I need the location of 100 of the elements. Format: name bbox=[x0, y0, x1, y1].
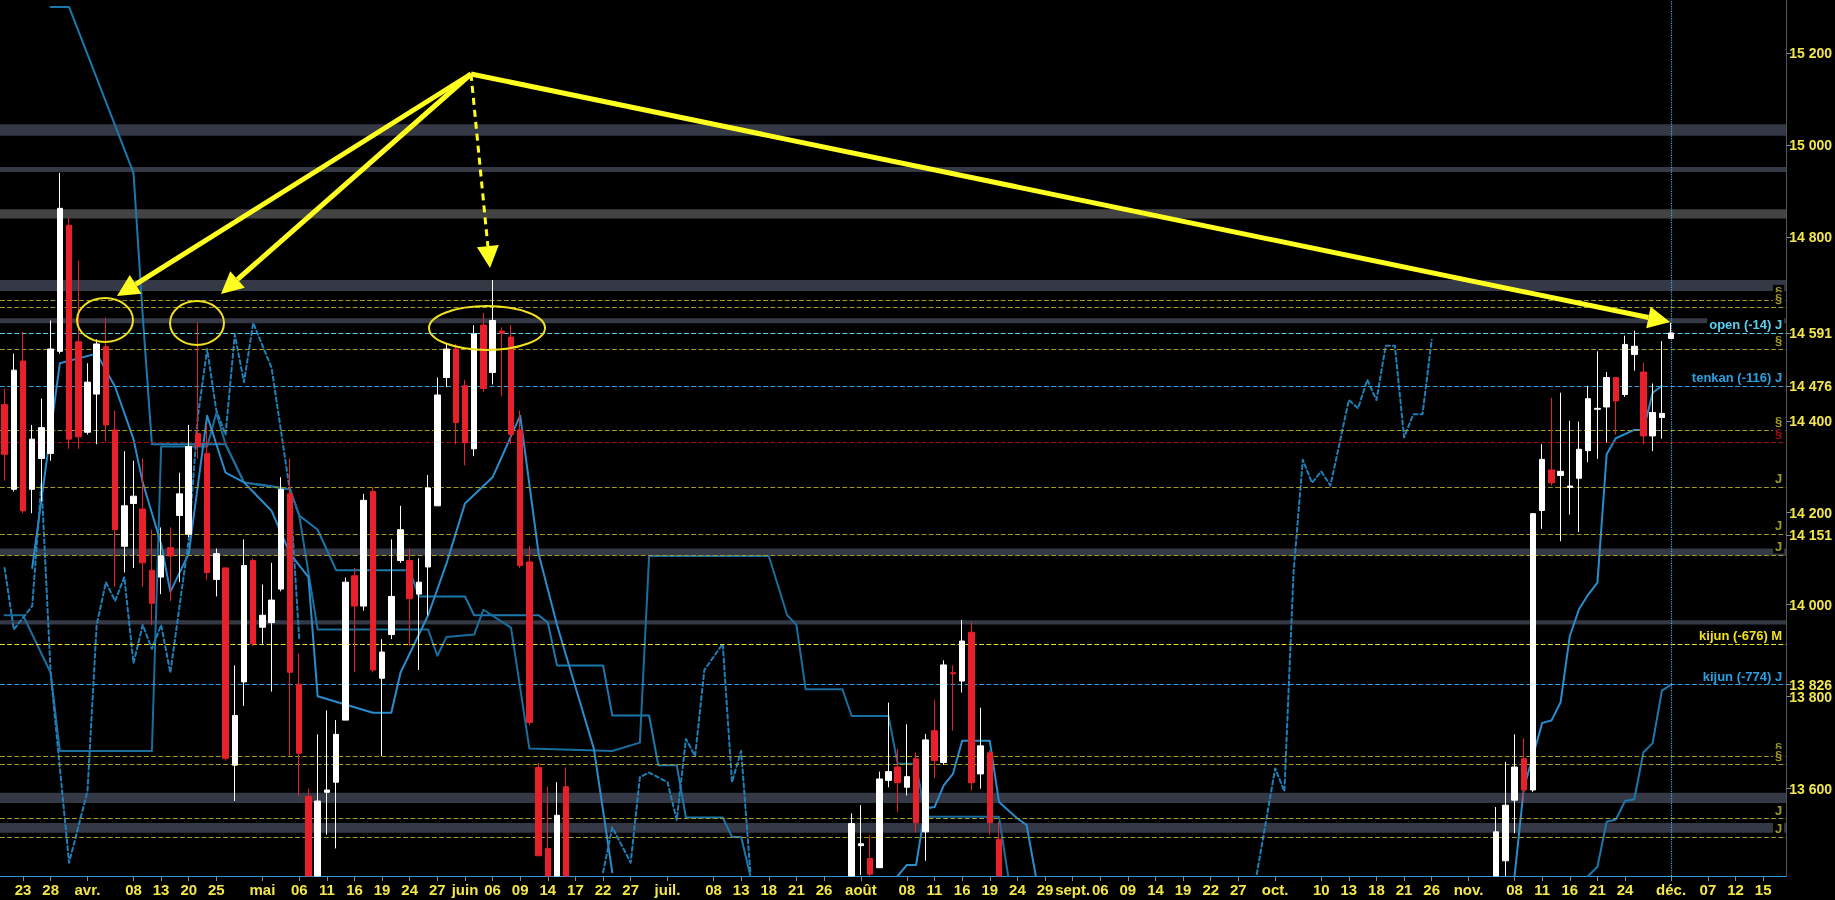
candlestick bbox=[130, 460, 137, 569]
candlestick bbox=[250, 557, 256, 647]
candlestick bbox=[453, 343, 459, 445]
line-series bbox=[31, 352, 614, 874]
candlestick bbox=[1585, 385, 1591, 463]
candlestick bbox=[996, 821, 1002, 877]
candlestick bbox=[38, 398, 45, 502]
candlestick bbox=[232, 664, 238, 802]
candlestick bbox=[987, 749, 993, 836]
x-tick-label: 21 bbox=[1395, 881, 1413, 898]
candlestick bbox=[1649, 383, 1656, 452]
candlestick bbox=[1668, 322, 1674, 340]
x-tick-label: 09 bbox=[511, 881, 529, 898]
x-tick-label: 13 bbox=[732, 881, 750, 898]
x-tick-label: 27 bbox=[1230, 881, 1247, 898]
ref-line-label: open (-14) J bbox=[1709, 316, 1783, 332]
line-series bbox=[3, 411, 1010, 877]
x-tick-label: 18 bbox=[760, 881, 778, 898]
line-series bbox=[1513, 384, 1663, 877]
x-tick-label: 28 bbox=[42, 881, 59, 898]
x-tick-label: 15 bbox=[1754, 881, 1772, 898]
ref-line-label: tenkan (-116) J bbox=[1691, 369, 1783, 385]
candlestick bbox=[259, 583, 266, 645]
candlestick bbox=[462, 379, 468, 466]
y-tick-label: 14 151 bbox=[1789, 527, 1833, 544]
y-tick-label: 14 476 bbox=[1789, 377, 1833, 394]
line-series bbox=[3, 321, 301, 864]
candlestick bbox=[1659, 340, 1665, 440]
x-tick-label: 19 bbox=[373, 881, 391, 898]
candlestick bbox=[1576, 421, 1582, 533]
candlestick bbox=[324, 709, 330, 836]
x-tick-label: 29 bbox=[1036, 881, 1054, 898]
candlestick bbox=[241, 538, 247, 707]
candlestick bbox=[1603, 371, 1610, 443]
x-tick-label: 26 bbox=[815, 881, 833, 898]
x-tick-label: 19 bbox=[1174, 881, 1192, 898]
ref-line-label: § bbox=[1774, 413, 1783, 429]
candlestick bbox=[268, 562, 275, 693]
candlestick bbox=[858, 804, 864, 876]
candlestick bbox=[11, 353, 17, 493]
x-tick-label: 11 bbox=[1534, 881, 1551, 898]
x-tick-label: 09 bbox=[1119, 881, 1137, 898]
y-tick-label: 14 000 bbox=[1789, 596, 1833, 613]
candlestick bbox=[121, 450, 128, 573]
candlestick bbox=[204, 424, 210, 581]
candlestick bbox=[287, 457, 293, 757]
candlestick bbox=[1539, 443, 1545, 530]
y-tick-label: 15 000 bbox=[1789, 136, 1833, 153]
ref-line-label: J bbox=[1774, 517, 1783, 533]
candlestick bbox=[185, 424, 192, 538]
ref-line-label: kijun (-676) M bbox=[1699, 628, 1783, 644]
y-tick-label: 13 600 bbox=[1789, 780, 1833, 797]
candlestick bbox=[950, 664, 956, 732]
candlestick bbox=[1548, 397, 1555, 487]
y-tick-label: 14 200 bbox=[1789, 504, 1833, 521]
line-series bbox=[896, 739, 1037, 877]
candlestick bbox=[1594, 350, 1601, 460]
candlestick bbox=[489, 279, 496, 385]
candlestick bbox=[526, 545, 533, 726]
line-series bbox=[1255, 338, 1433, 876]
candlestick bbox=[1613, 377, 1619, 436]
candlestick bbox=[103, 317, 109, 442]
candlestick bbox=[305, 788, 312, 877]
x-tick-label: 22 bbox=[594, 881, 612, 898]
y-tick-label: 14 591 bbox=[1789, 324, 1833, 341]
ref-line-label: J bbox=[1774, 539, 1783, 555]
candlestick bbox=[158, 526, 164, 595]
candlestick bbox=[416, 557, 422, 671]
line-series bbox=[49, 5, 752, 877]
candlestick bbox=[876, 771, 883, 869]
candlestick bbox=[1502, 761, 1509, 877]
candlestick bbox=[66, 217, 72, 450]
x-tick-label: 26 bbox=[1423, 881, 1441, 898]
x-tick-label: 24 bbox=[1009, 881, 1027, 898]
candlestick bbox=[545, 786, 551, 877]
x-tick-label: 11 bbox=[318, 881, 335, 898]
candlestick bbox=[894, 748, 901, 813]
candlestick bbox=[425, 474, 431, 616]
candlestick bbox=[222, 567, 229, 762]
x-tick-label: 16 bbox=[346, 881, 363, 898]
candlestick bbox=[176, 472, 183, 583]
candlestick bbox=[213, 548, 220, 597]
candlestick bbox=[93, 338, 100, 445]
x-tick-label: 24 bbox=[1616, 881, 1635, 898]
x-tick-label: 08 bbox=[898, 881, 916, 898]
x-tick-label: 12 bbox=[1727, 881, 1744, 898]
x-tick-label: août bbox=[845, 881, 877, 898]
x-tick-label: 21 bbox=[1589, 881, 1606, 898]
candlestick bbox=[1622, 335, 1628, 398]
candlestick bbox=[360, 493, 367, 612]
y-tick-label: 14 400 bbox=[1789, 412, 1833, 429]
candlestick bbox=[959, 619, 965, 694]
ref-line-label: J bbox=[1774, 820, 1783, 836]
candlestick bbox=[1530, 513, 1536, 793]
candlestick bbox=[406, 548, 413, 647]
candlestick bbox=[388, 538, 395, 640]
candlestick bbox=[20, 331, 26, 514]
x-tick-label: 08 bbox=[1506, 881, 1523, 898]
candlestick bbox=[931, 699, 938, 779]
candlestick bbox=[968, 621, 975, 791]
